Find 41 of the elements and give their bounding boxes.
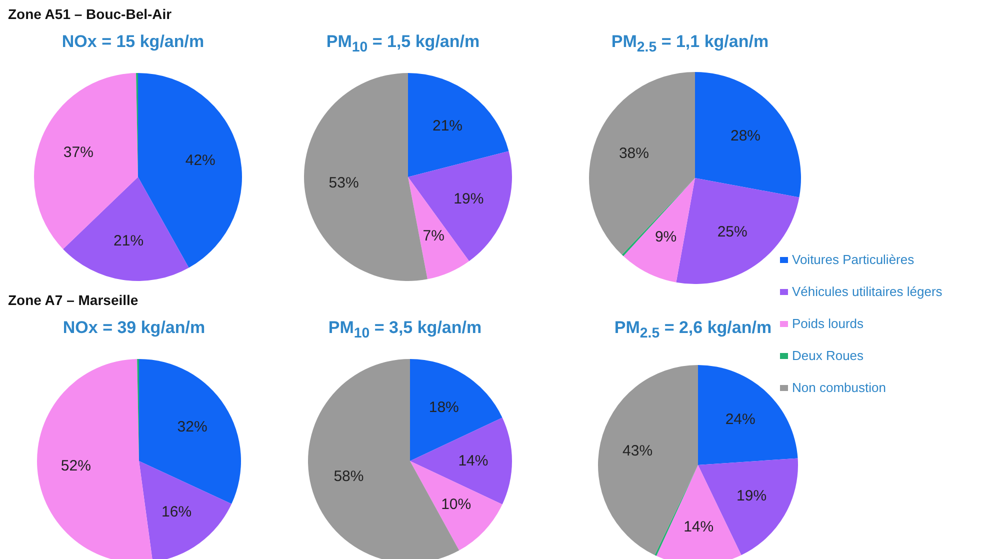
pie-slice [623,178,695,282]
pie-slice [695,72,801,198]
data-label: 21% [114,232,144,250]
data-label: 43% [622,442,653,460]
pie-slice [408,151,512,262]
data-label: 38% [618,145,649,162]
chart-title: PM$_{2.5}$ = 1,1 kg/an/m [610,32,770,56]
text: Zone A7 – Marseille [8,292,138,308]
data-label: 24% [725,411,756,428]
data-label: 37% [63,144,94,161]
data-label: 19% [736,488,767,505]
data-label: 18% [428,399,459,416]
data-label: 32% [177,418,208,436]
legend-label: Deux Roues [792,347,864,365]
pie-slice [589,72,695,255]
data-label: 21% [432,118,463,135]
chart-title: PM$_{10}$ = 1,5 kg/an/m [325,32,481,56]
data-label: 14% [458,452,488,470]
data-label: 14% [684,518,714,536]
pie-slice [63,177,189,281]
data-label: 9% [654,228,677,246]
data-label: 7% [422,228,444,245]
data-label: 58% [334,468,364,486]
data-label: 42% [185,152,216,170]
data-label: 10% [441,496,472,513]
chart-title: PM$_{10}$ = 3,5 kg/an/m [327,318,483,342]
data-label: 52% [60,457,91,474]
legend-label: Véhicules utilitaires légers [792,283,942,301]
data-label: 28% [730,127,761,144]
legend-label: Non combustion [792,379,886,397]
pie-slice [408,73,509,177]
data-label: 19% [454,190,484,208]
data-label: 16% [162,503,192,520]
chart-title: PM$_{2.5}$ = 2,6 kg/an/m [614,318,772,342]
data-label: 53% [328,174,359,192]
data-label: 25% [717,224,748,241]
chart-title: NOx = 39 kg/an/m [62,318,206,338]
legend-label: Voitures Particulières [792,251,914,269]
text: Zone A51 – Bouc-Bel-Air [8,6,172,22]
chart-title: NOx = 15 kg/an/m [60,32,206,52]
legend-label: Poids lourds [792,315,864,333]
